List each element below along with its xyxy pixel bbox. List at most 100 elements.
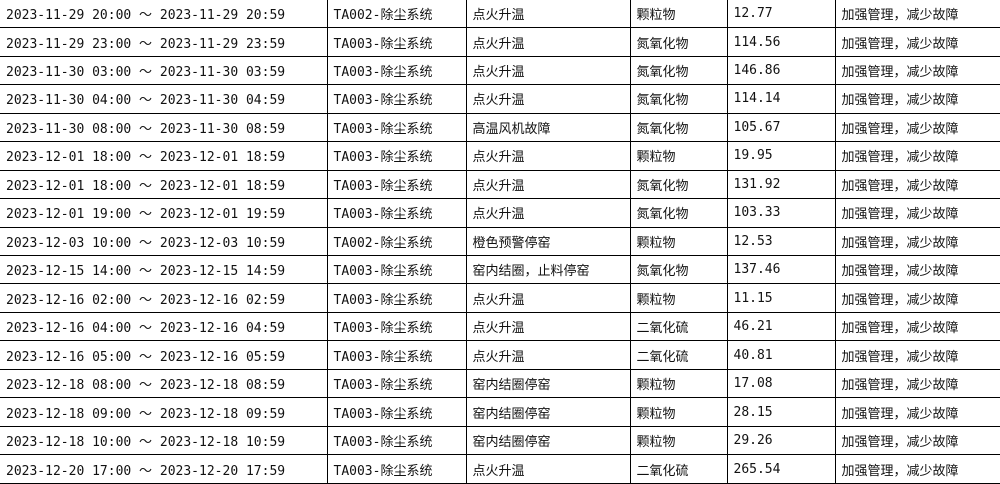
cause: 点火升温 (465, 283, 631, 313)
cause: 点火升温 (465, 169, 631, 200)
cause: 点火升温 (465, 27, 631, 57)
pollutant: 二氧化硫 (629, 454, 728, 484)
measure: 加强管理，减少故障 (834, 55, 1000, 86)
system: TA003-除尘系统 (326, 311, 467, 342)
table-row: 2023-12-01 19:00 ～ 2023-12-01 19:59 TA003… (0, 198, 1000, 228)
system: TA002-除尘系统 (326, 0, 467, 29)
measure: 加强管理，减少故障 (834, 311, 1000, 342)
system: TA003-除尘系统 (326, 340, 467, 370)
measure: 加强管理，减少故障 (834, 198, 1000, 228)
measure: 加强管理，减少故障 (834, 226, 1000, 257)
value: 19.95 (726, 141, 836, 171)
cause: 点火升温 (465, 454, 631, 484)
pollutant: 氮氧化物 (629, 169, 728, 200)
system: TA003-除尘系统 (326, 397, 467, 427)
measure: 加强管理，减少故障 (834, 27, 1000, 57)
table-row: 2023-11-29 20:00 ～ 2023-11-29 20:59 TA002… (0, 0, 1000, 29)
value: 29.26 (726, 425, 836, 456)
table-row: 2023-12-18 08:00 ～ 2023-12-18 08:59 TA003… (0, 368, 1000, 399)
measure: 加强管理，减少故障 (834, 397, 1000, 427)
time-range: 2023-12-01 19:00 ～ 2023-12-01 19:59 (0, 198, 328, 228)
table-row: 2023-12-18 09:00 ～ 2023-12-18 09:59 TA003… (0, 397, 1000, 427)
system: TA002-除尘系统 (326, 226, 467, 257)
time-range: 2023-12-16 04:00 ～ 2023-12-16 04:59 (0, 311, 328, 342)
time-range: 2023-11-29 20:00 ～ 2023-11-29 20:59 (0, 0, 328, 29)
cause: 高温风机故障 (465, 112, 631, 143)
table-row: 2023-12-15 14:00 ～ 2023-12-15 14:59 TA003… (0, 255, 1000, 285)
time-range: 2023-12-18 08:00 ～ 2023-12-18 08:59 (0, 368, 328, 399)
time-range: 2023-12-16 02:00 ～ 2023-12-16 02:59 (0, 283, 328, 313)
time-range: 2023-12-16 05:00 ～ 2023-12-16 05:59 (0, 340, 328, 370)
system: TA003-除尘系统 (326, 283, 467, 313)
table-row: 2023-12-18 10:00 ～ 2023-12-18 10:59 TA003… (0, 425, 1000, 456)
cause: 点火升温 (465, 84, 631, 114)
cause: 点火升温 (465, 311, 631, 342)
pollutant: 颗粒物 (629, 397, 728, 427)
cause: 点火升温 (465, 55, 631, 86)
time-range: 2023-11-30 04:00 ～ 2023-11-30 04:59 (0, 84, 328, 114)
system: TA003-除尘系统 (326, 27, 467, 57)
value: 265.54 (726, 454, 836, 484)
cause: 橙色预警停窑 (465, 226, 631, 257)
table-row: 2023-11-30 08:00 ～ 2023-11-30 08:59 TA003… (0, 112, 1000, 143)
measure: 加强管理，减少故障 (834, 368, 1000, 399)
value: 12.53 (726, 226, 836, 257)
value: 11.15 (726, 283, 836, 313)
cause: 窑内结圈停窑 (465, 425, 631, 456)
system: TA003-除尘系统 (326, 454, 467, 484)
pollutant: 颗粒物 (629, 141, 728, 171)
measure: 加强管理，减少故障 (834, 141, 1000, 171)
measure: 加强管理，减少故障 (834, 340, 1000, 370)
measure: 加强管理，减少故障 (834, 425, 1000, 456)
value: 114.14 (726, 84, 836, 114)
pollutant: 氮氧化物 (629, 55, 728, 86)
value: 12.77 (726, 0, 836, 29)
time-range: 2023-12-01 18:00 ～ 2023-12-01 18:59 (0, 169, 328, 200)
measure: 加强管理，减少故障 (834, 169, 1000, 200)
value: 105.67 (726, 112, 836, 143)
system: TA003-除尘系统 (326, 198, 467, 228)
table-row: 2023-12-01 18:00 ～ 2023-12-01 18:59 TA003… (0, 141, 1000, 171)
pollutant: 二氧化硫 (629, 340, 728, 370)
table-row: 2023-12-16 04:00 ～ 2023-12-16 04:59 TA003… (0, 311, 1000, 342)
cause: 点火升温 (465, 141, 631, 171)
system: TA003-除尘系统 (326, 368, 467, 399)
value: 146.86 (726, 55, 836, 86)
pollutant: 颗粒物 (629, 226, 728, 257)
value: 114.56 (726, 27, 836, 57)
pollutant: 氮氧化物 (629, 27, 728, 57)
table-row: 2023-11-30 03:00 ～ 2023-11-30 03:59 TA003… (0, 55, 1000, 86)
system: TA003-除尘系统 (326, 112, 467, 143)
system: TA003-除尘系统 (326, 55, 467, 86)
system: TA003-除尘系统 (326, 255, 467, 285)
table-row: 2023-12-01 18:00 ～ 2023-12-01 18:59 TA003… (0, 169, 1000, 200)
pollutant: 氮氧化物 (629, 112, 728, 143)
time-range: 2023-12-18 10:00 ～ 2023-12-18 10:59 (0, 425, 328, 456)
time-range: 2023-11-30 03:00 ～ 2023-11-30 03:59 (0, 55, 328, 86)
value: 17.08 (726, 368, 836, 399)
time-range: 2023-12-03 10:00 ～ 2023-12-03 10:59 (0, 226, 328, 257)
pollutant: 氮氧化物 (629, 84, 728, 114)
pollutant: 颗粒物 (629, 425, 728, 456)
time-range: 2023-12-20 17:00 ～ 2023-12-20 17:59 (0, 454, 328, 484)
table-row: 2023-12-16 02:00 ～ 2023-12-16 02:59 TA003… (0, 283, 1000, 313)
system: TA003-除尘系统 (326, 169, 467, 200)
system: TA003-除尘系统 (326, 425, 467, 456)
cause: 点火升温 (465, 340, 631, 370)
time-range: 2023-12-18 09:00 ～ 2023-12-18 09:59 (0, 397, 328, 427)
table-row: 2023-12-16 05:00 ～ 2023-12-16 05:59 TA003… (0, 340, 1000, 370)
value: 46.21 (726, 311, 836, 342)
table-row: 2023-12-03 10:00 ～ 2023-12-03 10:59 TA002… (0, 226, 1000, 257)
cause: 点火升温 (465, 0, 631, 29)
pollutant: 颗粒物 (629, 283, 728, 313)
table-row: 2023-11-29 23:00 ～ 2023-11-29 23:59 TA003… (0, 27, 1000, 57)
system: TA003-除尘系统 (326, 84, 467, 114)
pollutant: 二氧化硫 (629, 311, 728, 342)
system: TA003-除尘系统 (326, 141, 467, 171)
value: 131.92 (726, 169, 836, 200)
time-range: 2023-11-29 23:00 ～ 2023-11-29 23:59 (0, 27, 328, 57)
cause: 窑内结圈停窑 (465, 397, 631, 427)
